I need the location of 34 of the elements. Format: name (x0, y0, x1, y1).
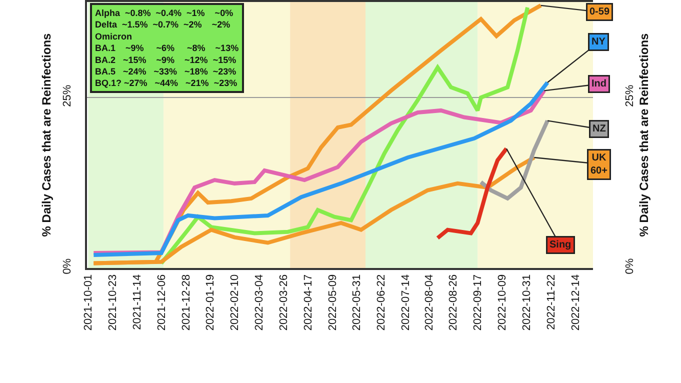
x-tick-label: 2022-11-22 (545, 274, 558, 330)
text: 0-59 (590, 6, 610, 18)
x-tick-label: 2022-09-17 (472, 274, 484, 331)
y2-axis-title: % Daily Cases that are Reinfections (636, 32, 651, 237)
x-tick-label: 2022-12-14 (570, 274, 582, 331)
text: Ind (592, 78, 606, 90)
x-tick-label: 2022-10-09 (496, 274, 509, 331)
x-tick-label: 2022-05-09 (326, 274, 339, 331)
x-tick-label: 2021-12-06 (156, 274, 168, 331)
y2-tick-label: 0% (624, 258, 636, 274)
x-tick-label: 2022-10-31 (520, 274, 533, 331)
x-tick-label: 2021-11-14 (132, 274, 144, 330)
x-tick-label: 2021-10-01 (82, 274, 95, 331)
text: NY (592, 36, 606, 48)
annotation: Alpha ~0.8% ~0.4% ~1% ~0% Delta ~1.5% ~0.7% ~2% ~2% Omicron BA.1 ~9% ~6% ~8% ~13% BA.2 ~15% ~9% ~12% ~15% BA.5 ~24% ~33% ~18% ~23% BQ.1? ~27% ~44% ~21% ~23% (95, 8, 239, 88)
x-tick-label: 2022-05-31 (351, 274, 364, 331)
x-tick-label: 2022-03-26 (278, 274, 290, 331)
x-tick-label: 2021-12-28 (180, 274, 192, 331)
x-tick-label: 2022-08-26 (448, 274, 460, 331)
text: NZ (592, 124, 606, 134)
x-tick-label: 2021-10-23 (107, 274, 120, 331)
x-tick-label: 2022-06-22 (376, 274, 388, 331)
x-tick-label: 2022-04-17 (302, 274, 314, 331)
x-tick-label: 2022-02-10 (229, 274, 242, 331)
line-series (436, 146, 508, 240)
x-tick-label: 2022-03-04 (254, 274, 266, 331)
x-tick-label: 2022-01-19 (204, 274, 217, 331)
y-axis-title: % Daily Cases that are Reinfections (39, 32, 54, 237)
y2-tick-label: 25% (624, 84, 636, 107)
x-tick-label: 2022-07-14 (400, 274, 412, 331)
text: UK 60+ (590, 152, 608, 176)
line-series (478, 118, 550, 200)
text: Sing (550, 240, 572, 250)
x-tick-label: 2022-08-04 (423, 274, 436, 331)
